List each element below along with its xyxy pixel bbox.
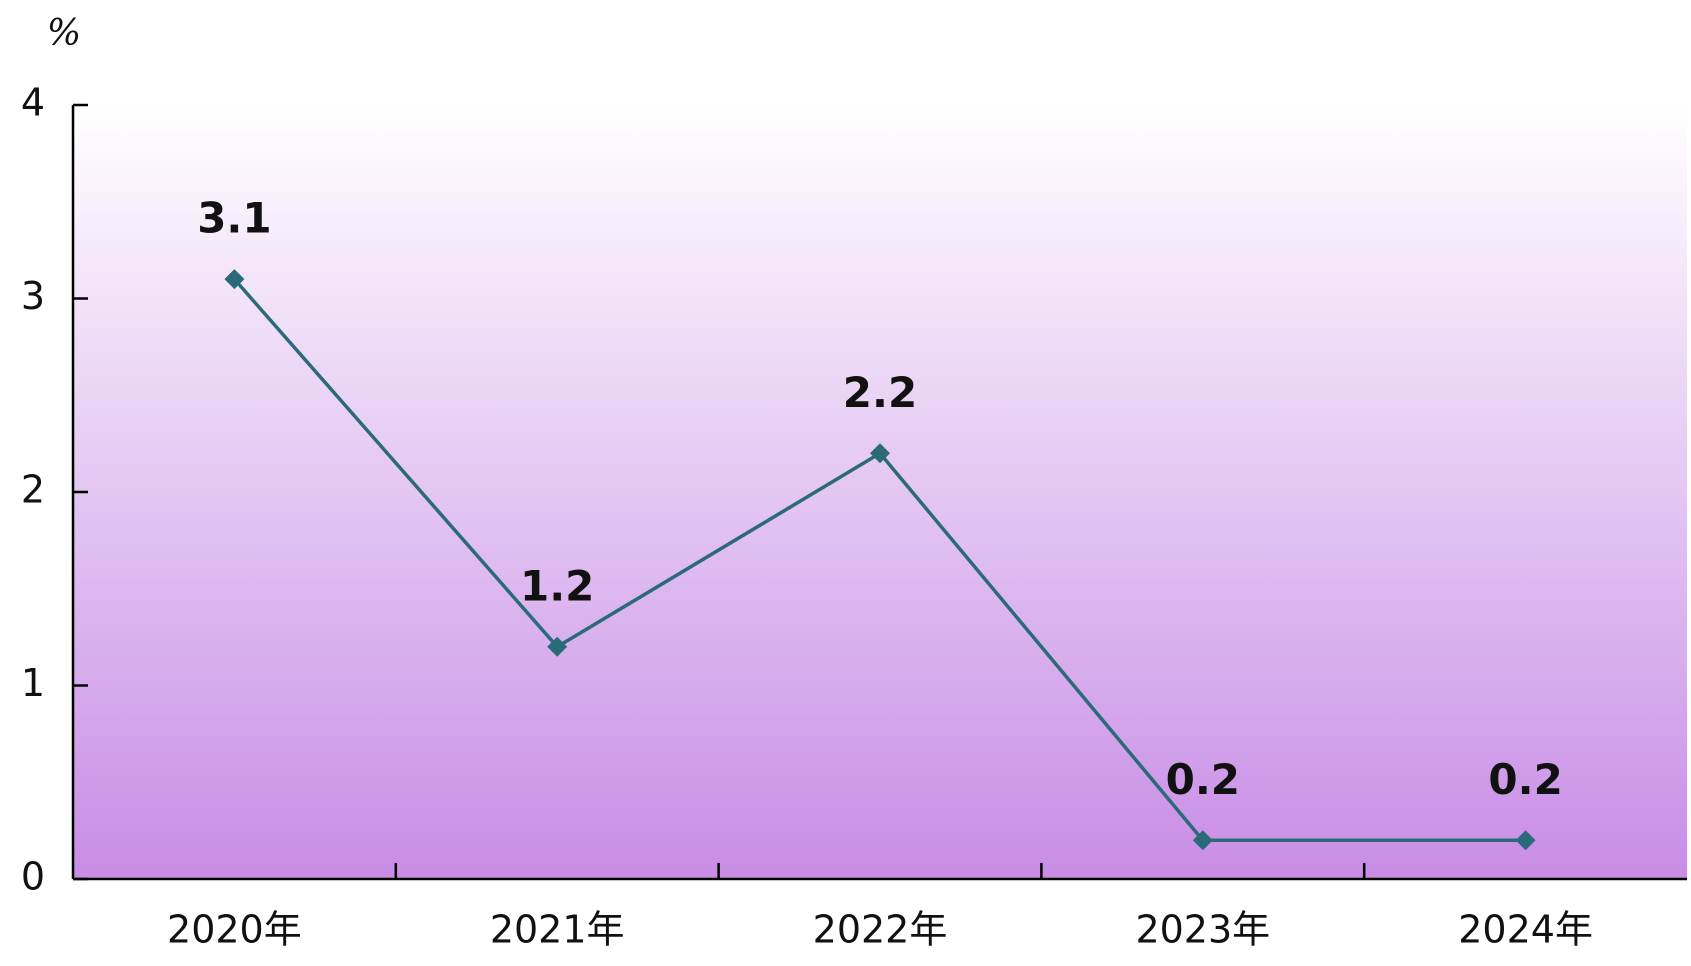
value-label: 1.2 xyxy=(520,561,594,610)
marker xyxy=(1192,830,1213,851)
y-tick-label: 4 xyxy=(21,81,45,125)
y-axis-label: % xyxy=(47,13,81,54)
x-tick-label: 2020年 xyxy=(167,908,302,952)
marker xyxy=(547,636,568,657)
y-tick-label: 0 xyxy=(21,855,45,899)
y-tick-label: 2 xyxy=(21,468,45,512)
y-tick-label: 1 xyxy=(21,661,45,705)
value-label: 2.2 xyxy=(843,368,917,417)
marker xyxy=(870,443,890,464)
x-tick-label: 2023年 xyxy=(1135,908,1270,952)
y-tick-label: 3 xyxy=(21,274,45,318)
value-label: 3.1 xyxy=(197,194,271,243)
plot-background xyxy=(73,105,1687,879)
marker xyxy=(224,269,245,290)
x-tick-label: 2021年 xyxy=(490,908,625,952)
x-tick-label: 2024年 xyxy=(1458,908,1593,952)
marker xyxy=(1515,830,1536,851)
x-tick-label: 2022年 xyxy=(813,908,948,952)
value-label: 0.2 xyxy=(1166,755,1240,804)
value-label: 0.2 xyxy=(1488,755,1562,804)
